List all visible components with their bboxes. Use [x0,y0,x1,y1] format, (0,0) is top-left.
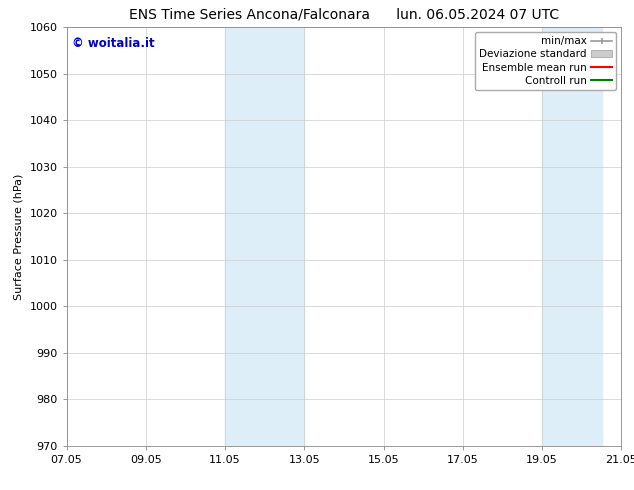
Y-axis label: Surface Pressure (hPa): Surface Pressure (hPa) [14,173,24,299]
Text: © woitalia.it: © woitalia.it [72,37,155,50]
Legend: min/max, Deviazione standard, Ensemble mean run, Controll run: min/max, Deviazione standard, Ensemble m… [476,32,616,90]
Title: ENS Time Series Ancona/Falconara      lun. 06.05.2024 07 UTC: ENS Time Series Ancona/Falconara lun. 06… [129,8,559,22]
Bar [542,27,602,446]
Bar [225,27,304,446]
